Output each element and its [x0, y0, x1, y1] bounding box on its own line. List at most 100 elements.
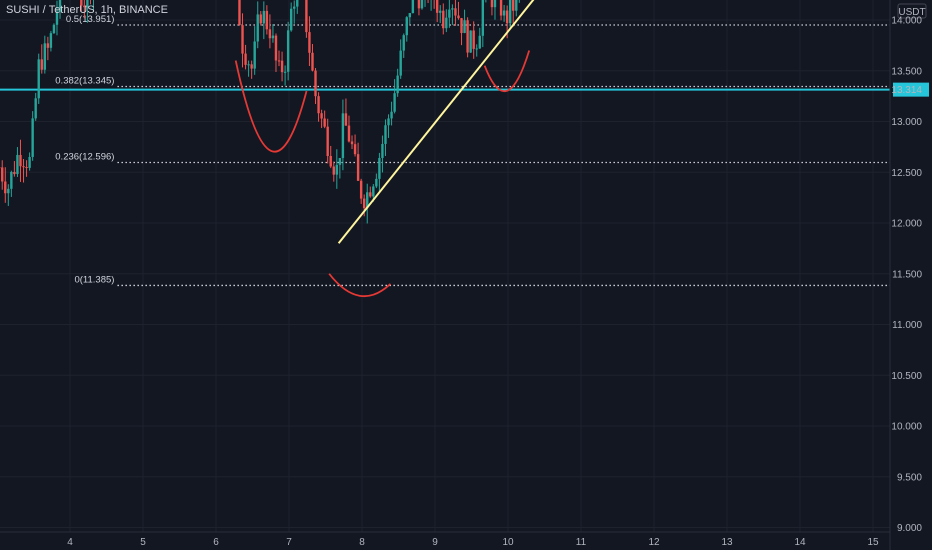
title-comma-1: , — [94, 4, 101, 16]
candle-body — [378, 157, 381, 179]
chart-grid — [0, 0, 890, 532]
candle-body — [399, 50, 402, 76]
candle-body — [83, 5, 86, 8]
candle-body — [478, 35, 481, 49]
candle-body — [317, 96, 320, 114]
price-tick-label: 14.000 — [891, 16, 922, 27]
candle-body — [448, 9, 451, 18]
candle-body — [512, 0, 515, 11]
candle-body — [296, 0, 299, 7]
candle-body — [55, 11, 59, 25]
candle-body — [311, 52, 314, 71]
fib-level-label: 0(11.385) — [74, 274, 114, 285]
candle-body — [466, 20, 469, 53]
candle-body — [344, 113, 348, 126]
candle-body — [347, 125, 351, 142]
hline-price-badge — [893, 82, 929, 97]
currency-label: USDT — [898, 7, 925, 18]
candle-body — [49, 33, 53, 48]
candle-body — [442, 10, 445, 29]
candle-body — [256, 14, 259, 42]
candle-body — [247, 64, 250, 66]
candle-body — [46, 43, 50, 48]
fib-level-label: 0.236(12.596) — [55, 152, 114, 163]
time-tick-label: 5 — [140, 537, 146, 548]
candle-body — [320, 113, 323, 119]
price-axis[interactable]: USDT 9.000 9.500 10.000 10.500 11.000 11.500 12… — [890, 0, 932, 550]
candle-body — [1, 167, 4, 182]
candle-body — [362, 198, 366, 209]
fib-level-label: 0.5(13.951) — [66, 14, 115, 25]
candle-body — [356, 154, 360, 181]
cup-arc[interactable] — [328, 273, 392, 298]
candle-body — [457, 15, 460, 19]
time-axis-bg — [0, 532, 932, 550]
candle-body — [280, 60, 284, 73]
time-tick-label: 7 — [286, 537, 292, 548]
candle-body — [10, 171, 13, 189]
candle-body — [341, 113, 345, 159]
price-tick-label: 9.000 — [897, 523, 922, 534]
currency-button[interactable] — [897, 3, 927, 19]
chart-drawings[interactable] — [234, 0, 565, 298]
candle-body — [86, 0, 89, 8]
candle-body — [402, 35, 405, 51]
candle-body — [393, 93, 396, 112]
candle-body — [265, 10, 269, 30]
candle-body — [286, 30, 290, 72]
candle-body — [329, 156, 332, 167]
time-tick-label: 10 — [502, 537, 514, 548]
candle-body — [37, 59, 40, 99]
candle-body — [463, 20, 466, 34]
price-tick-label: 12.000 — [891, 219, 922, 230]
candle-body — [4, 181, 7, 194]
candle-body — [439, 10, 442, 13]
candle-body — [366, 192, 369, 209]
candle-body — [469, 30, 472, 53]
candle-body — [52, 24, 56, 34]
candle-body — [417, 0, 421, 9]
cup-arc[interactable] — [234, 60, 308, 153]
candle-body — [359, 180, 363, 199]
candle-body — [40, 59, 43, 70]
candle-body — [259, 14, 262, 24]
candle-body — [28, 156, 31, 168]
candle-body — [405, 17, 408, 36]
title-comma-2: , — [112, 4, 120, 16]
candle-body — [472, 30, 475, 49]
fibonacci-retracement[interactable]: 1(16.517)0.786(15.418)0.618(14.556)0.5(1… — [55, 0, 890, 287]
candle-body — [381, 143, 384, 158]
candle-body — [445, 17, 448, 29]
interval-label[interactable]: 1h — [100, 4, 113, 16]
candle-body — [387, 118, 390, 126]
candle-body — [293, 6, 296, 9]
candle-body — [326, 126, 329, 157]
candle-body — [271, 35, 275, 39]
candle-body — [238, 0, 241, 26]
support-trendline[interactable] — [337, 0, 565, 244]
cup-arc[interactable] — [483, 50, 531, 93]
candle-body — [475, 48, 478, 50]
candle-body — [43, 43, 47, 70]
candle-body — [13, 171, 16, 175]
time-tick-label: 12 — [648, 537, 660, 548]
candle-body — [262, 10, 266, 24]
time-tick-label: 4 — [67, 537, 73, 548]
candle-body — [338, 158, 342, 165]
candle-body — [454, 8, 457, 16]
candle-body — [460, 18, 463, 34]
candle-body — [283, 71, 287, 73]
candle-body — [481, 0, 485, 36]
candle-body — [411, 0, 415, 14]
candle-body — [7, 188, 10, 194]
candle-body — [25, 167, 28, 169]
fib-level-label: 0.382(13.345) — [55, 75, 114, 86]
candle-body — [493, 0, 497, 8]
candle-body — [451, 8, 454, 10]
symbol-label[interactable]: SUSHI — [6, 4, 40, 16]
hline-price-label: 13.314 — [891, 85, 922, 96]
candle-body — [253, 41, 256, 69]
candle-body — [34, 98, 37, 119]
